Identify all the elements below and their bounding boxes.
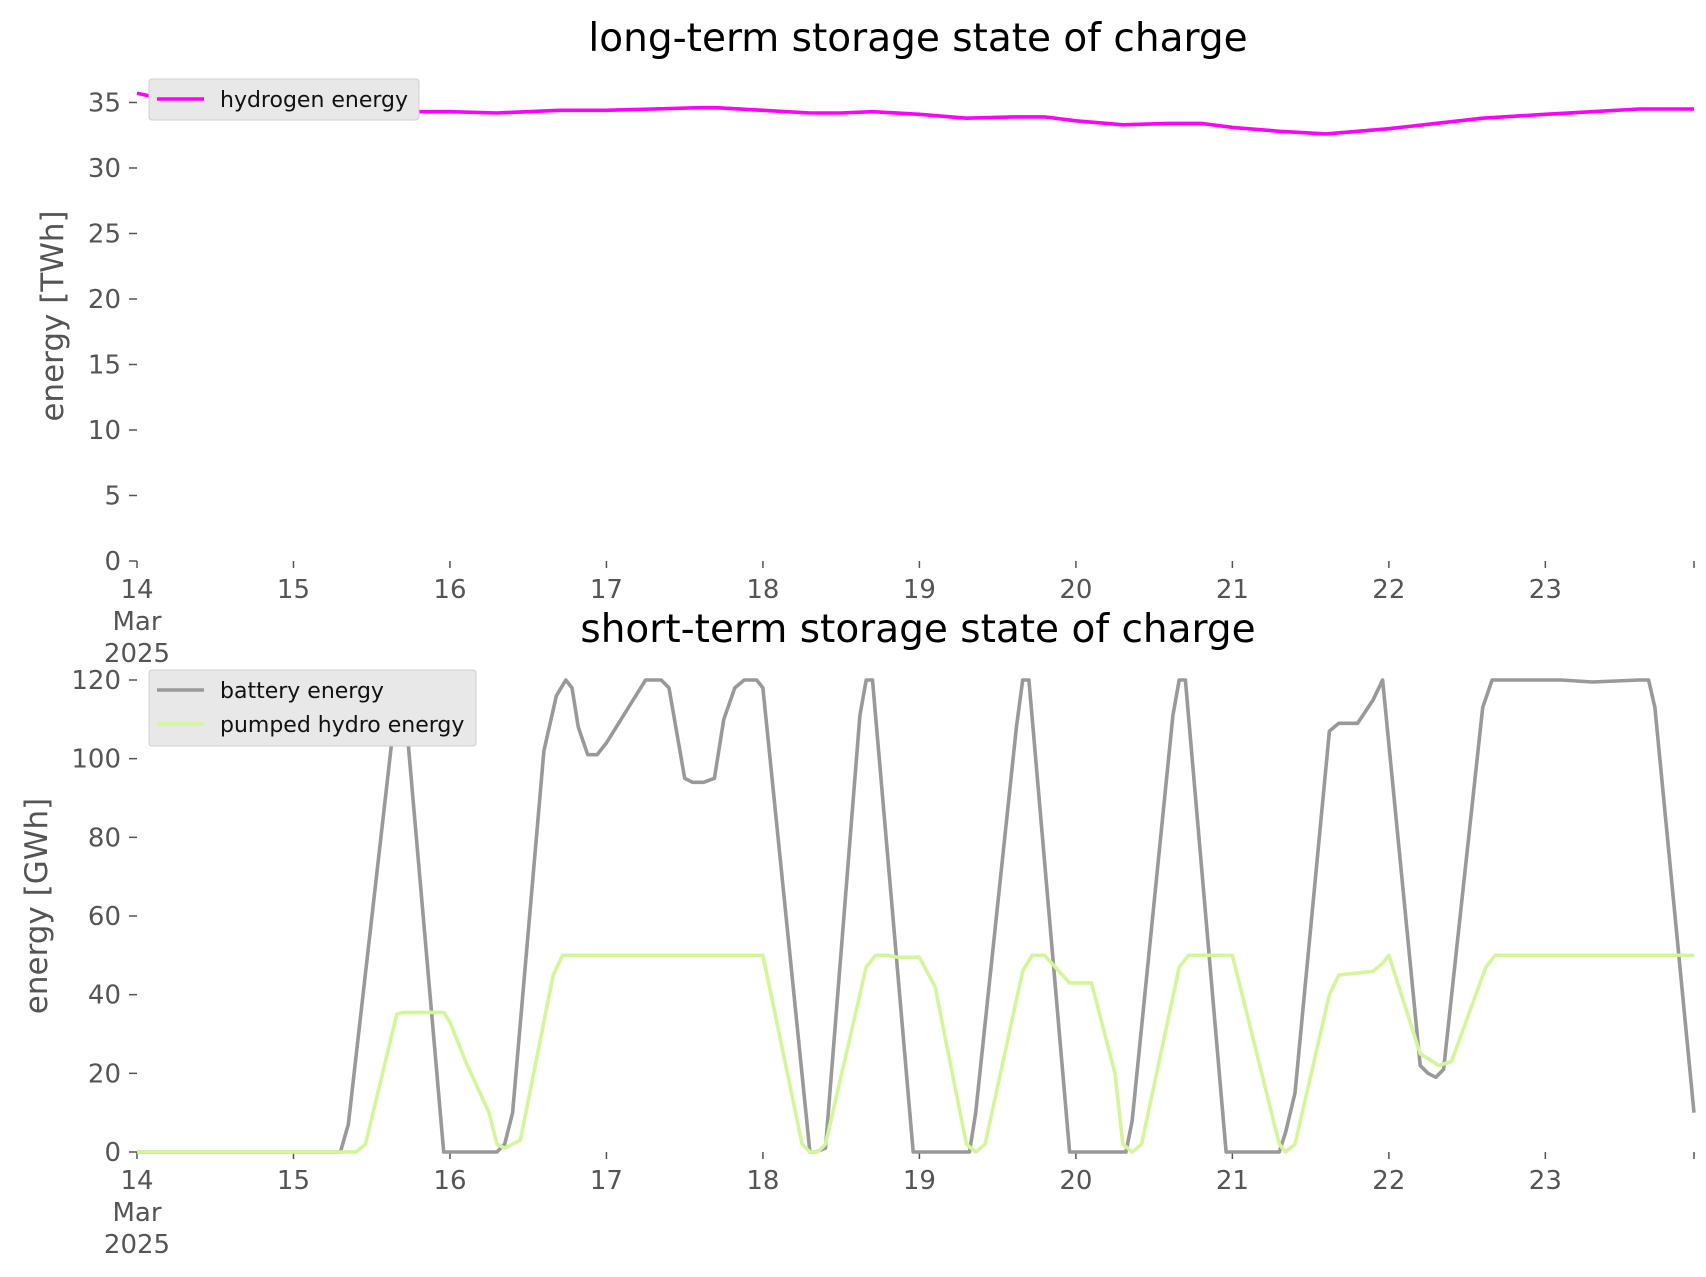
y-tick-label: 25 bbox=[88, 219, 121, 249]
x-tick-label: 17 bbox=[590, 575, 623, 605]
y-tick-label: 0 bbox=[104, 1138, 121, 1168]
x-tick-sublabel: 2025 bbox=[104, 639, 170, 669]
y-tick-label: 20 bbox=[88, 285, 121, 315]
x-tick-label: 17 bbox=[590, 1166, 623, 1196]
y-tick-label: 60 bbox=[88, 902, 121, 932]
series-line bbox=[137, 953, 1694, 1154]
y-tick-label: 35 bbox=[88, 88, 121, 118]
legend: hydrogen energy bbox=[148, 78, 420, 121]
legend-box bbox=[148, 669, 477, 747]
chart-title: long-term storage state of charge bbox=[588, 16, 1247, 61]
legend-entry: battery energy bbox=[220, 679, 384, 704]
y-tick-label: 0 bbox=[104, 547, 121, 577]
y-tick-label: 120 bbox=[71, 666, 121, 696]
y-ticks: 0 5 10 15 20 25 30 35 bbox=[88, 88, 137, 577]
chart-title: short-term storage state of charge bbox=[580, 607, 1255, 652]
x-tick-label: 20 bbox=[1059, 1166, 1092, 1196]
series-lines bbox=[137, 678, 1696, 1154]
x-tick-sublabel: Mar bbox=[112, 1198, 161, 1228]
x-tick-label: 14 bbox=[120, 575, 153, 605]
x-tick-label: 14 bbox=[120, 1166, 153, 1196]
legend: battery energy pumped hydro energy bbox=[148, 669, 477, 747]
x-tick-label: 22 bbox=[1372, 1166, 1405, 1196]
legend-entry: hydrogen energy bbox=[220, 88, 408, 113]
x-tick-label: 15 bbox=[277, 1166, 310, 1196]
y-axis-label: energy [TWh] bbox=[35, 210, 71, 421]
y-axis-label: energy [GWh] bbox=[19, 798, 55, 1014]
x-tick-label: 20 bbox=[1059, 575, 1092, 605]
long-term-chart: long-term storage state of charge energy… bbox=[35, 16, 1695, 669]
x-tick-label: 23 bbox=[1529, 1166, 1562, 1196]
y-tick-label: 80 bbox=[88, 823, 121, 853]
x-tick-label: 21 bbox=[1216, 575, 1249, 605]
x-tick-label: 18 bbox=[746, 575, 779, 605]
legend-box bbox=[148, 78, 420, 121]
x-tick-label: 19 bbox=[903, 1166, 936, 1196]
y-tick-label: 40 bbox=[88, 981, 121, 1011]
x-tick-label: 15 bbox=[277, 575, 310, 605]
y-tick-label: 5 bbox=[104, 481, 121, 511]
x-tick-label: 23 bbox=[1529, 575, 1562, 605]
y-tick-label: 30 bbox=[88, 154, 121, 184]
y-tick-label: 10 bbox=[88, 416, 121, 446]
x-tick-label: 16 bbox=[433, 1166, 466, 1196]
x-tick-sublabel: Mar bbox=[112, 607, 161, 637]
series-line bbox=[136, 91, 1694, 136]
y-tick-label: 15 bbox=[88, 350, 121, 380]
series-line bbox=[137, 678, 1696, 1154]
x-tick-sublabel: 2025 bbox=[104, 1230, 170, 1260]
x-tick-label: 19 bbox=[903, 575, 936, 605]
x-tick-label: 16 bbox=[433, 575, 466, 605]
short-term-chart: short-term storage state of charge energ… bbox=[19, 607, 1696, 1260]
y-tick-label: 20 bbox=[88, 1059, 121, 1089]
x-tick-label: 22 bbox=[1372, 575, 1405, 605]
x-tick-label: 21 bbox=[1216, 1166, 1249, 1196]
y-ticks: 0 20 40 60 80 100 120 bbox=[71, 666, 137, 1168]
series-lines bbox=[136, 91, 1694, 136]
y-tick-label: 100 bbox=[71, 745, 121, 775]
x-tick-label: 18 bbox=[746, 1166, 779, 1196]
legend-entry: pumped hydro energy bbox=[220, 713, 464, 738]
